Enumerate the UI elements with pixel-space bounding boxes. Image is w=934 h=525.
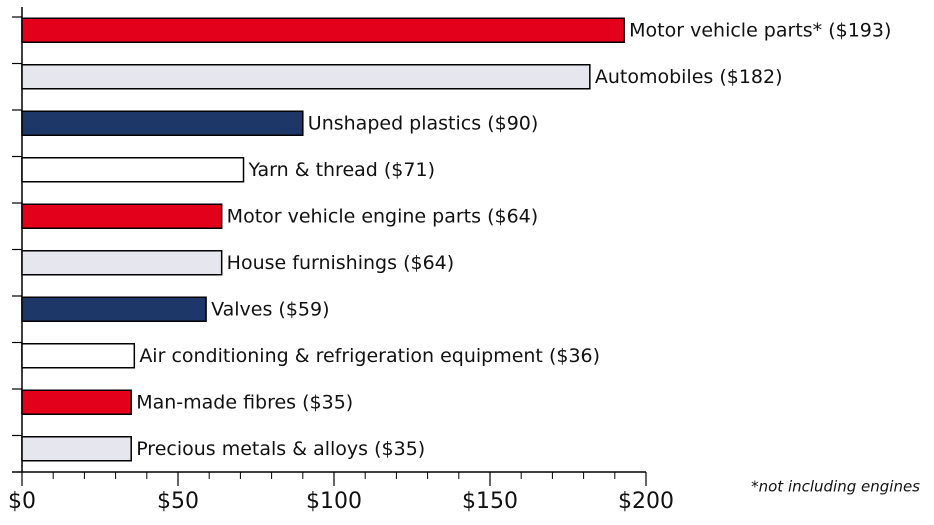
bar <box>21 250 223 276</box>
category-label: Yarn & thread <box>248 158 378 180</box>
value-label: ($193) <box>828 19 891 41</box>
category-label: Precious metals & alloys <box>136 437 368 459</box>
category-label: Air conditioning & refrigeration equipme… <box>139 344 543 366</box>
bar <box>21 296 207 322</box>
category-label: Automobiles <box>595 65 713 87</box>
value-label: ($182) <box>719 65 782 87</box>
bar-label: Unshaped plastics ($90) <box>308 112 538 134</box>
value-label: ($59) <box>278 298 329 320</box>
category-label: Motor vehicle engine parts <box>227 205 481 227</box>
bar <box>21 17 625 43</box>
bar <box>21 157 245 183</box>
value-label: ($35) <box>374 437 425 459</box>
category-label: Unshaped plastics <box>308 112 481 134</box>
bar-label: Air conditioning & refrigeration equipme… <box>139 344 600 366</box>
bar-label: House furnishings ($64) <box>227 251 454 273</box>
bar <box>21 436 132 462</box>
value-label: ($64) <box>487 205 538 227</box>
category-label: House furnishings <box>227 251 397 273</box>
value-label: ($35) <box>302 391 353 413</box>
value-label: ($71) <box>384 158 435 180</box>
category-label: Motor vehicle parts* <box>629 19 822 41</box>
bar-label: Yarn & thread ($71) <box>248 158 435 180</box>
bar <box>21 343 136 369</box>
bar <box>21 389 132 415</box>
bar-label: Precious metals & alloys ($35) <box>136 437 425 459</box>
value-label: ($36) <box>549 344 600 366</box>
bar <box>21 203 223 229</box>
x-tick-label: $150 <box>462 489 518 514</box>
category-label: Valves <box>211 298 272 320</box>
bar <box>21 64 591 90</box>
annotation: *not including engines <box>751 478 920 496</box>
bar <box>21 110 304 136</box>
x-tick-label: $50 <box>157 489 199 514</box>
x-tick-label: $200 <box>618 489 674 514</box>
bar-label: Man-made fibres ($35) <box>136 391 353 413</box>
bar-label: Automobiles ($182) <box>595 65 783 87</box>
value-label: ($90) <box>487 112 538 134</box>
bar-label: Motor vehicle engine parts ($64) <box>227 205 539 227</box>
value-label: ($64) <box>403 251 454 273</box>
category-label: Man-made fibres <box>136 391 296 413</box>
x-tick-label: $100 <box>306 489 362 514</box>
x-tick-label: $0 <box>8 489 36 514</box>
bar-label: Valves ($59) <box>211 298 329 320</box>
bar-label: Motor vehicle parts* ($193) <box>629 19 891 41</box>
